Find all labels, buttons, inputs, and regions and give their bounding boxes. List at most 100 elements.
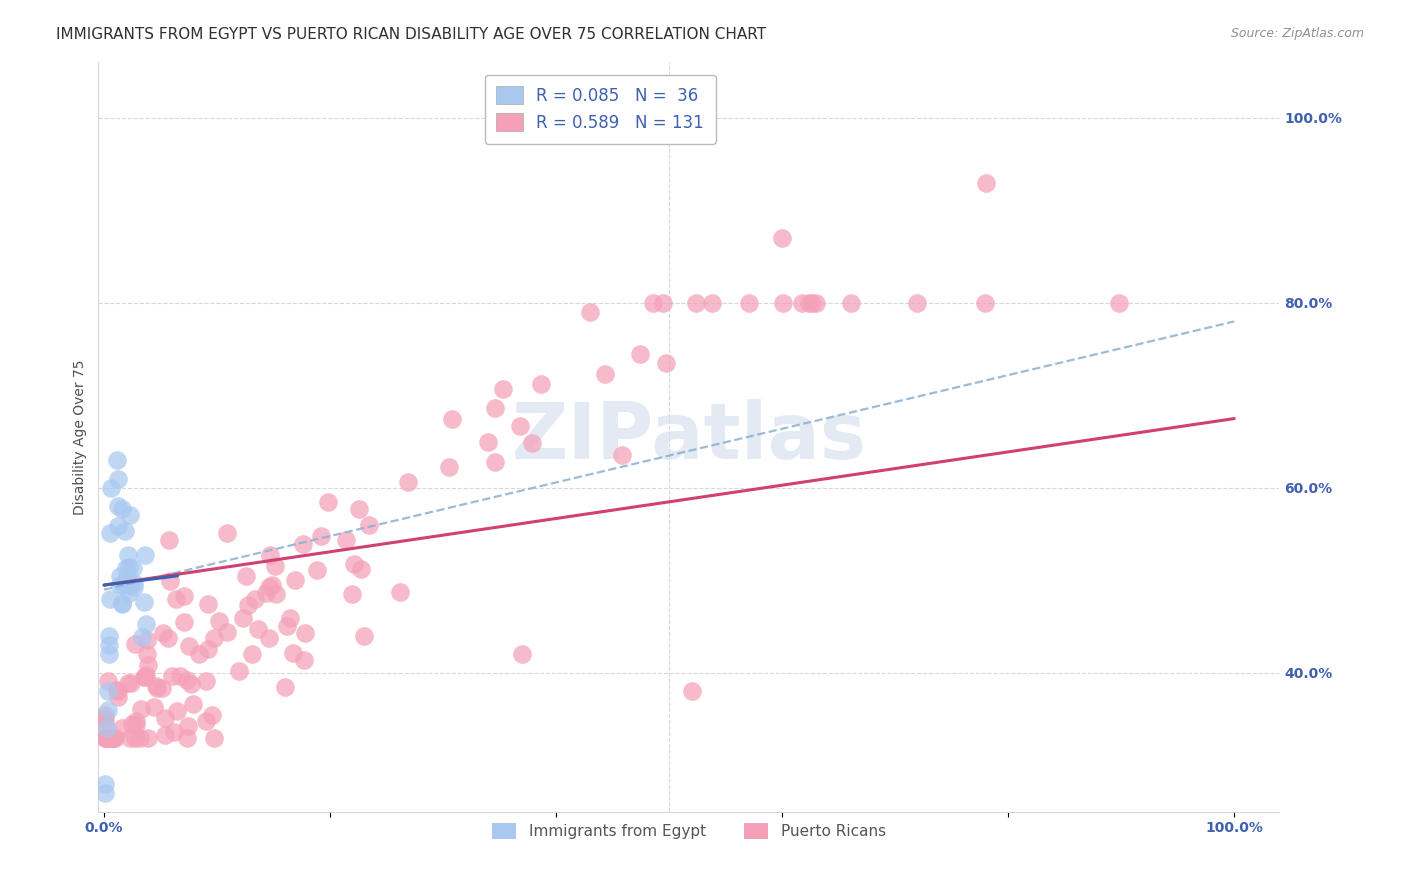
Point [905, 296, 928, 310]
Point [654, 356, 676, 370]
Point [97, 731, 120, 745]
Point [96, 722, 118, 736]
Point [136, 633, 159, 648]
Point [240, 647, 263, 661]
Point [98, 526, 121, 541]
Point [103, 731, 125, 745]
Point [124, 718, 146, 732]
Point [107, 472, 129, 486]
Point [974, 176, 997, 190]
Point [135, 647, 157, 661]
Point [98, 629, 121, 643]
Point [396, 475, 419, 489]
Point [169, 669, 191, 683]
Point [132, 594, 155, 608]
Point [262, 578, 284, 592]
Point [155, 710, 177, 724]
Point [437, 459, 460, 474]
Point [107, 519, 129, 533]
Point [801, 296, 824, 310]
Point [129, 731, 152, 745]
Point [292, 653, 315, 667]
Point [135, 616, 157, 631]
Text: Source: ZipAtlas.com: Source: ZipAtlas.com [1230, 27, 1364, 40]
Point [177, 639, 200, 653]
Point [309, 529, 332, 543]
Point [180, 677, 202, 691]
Point [257, 580, 280, 594]
Point [122, 580, 145, 594]
Point [973, 296, 995, 310]
Point [94, 718, 117, 732]
Point [153, 728, 176, 742]
Point [125, 714, 148, 728]
Point [342, 587, 364, 601]
Point [118, 560, 141, 574]
Point [107, 500, 129, 514]
Point [173, 589, 195, 603]
Point [278, 611, 301, 625]
Point [700, 296, 723, 310]
Point [522, 435, 544, 450]
Point [259, 549, 281, 563]
Point [98, 592, 121, 607]
Point [96, 731, 118, 745]
Point [353, 629, 375, 643]
Point [246, 622, 269, 636]
Point [145, 681, 167, 696]
Point [284, 573, 307, 587]
Point [121, 716, 143, 731]
Point [195, 714, 218, 728]
Point [235, 569, 257, 583]
Point [681, 684, 703, 698]
Point [316, 494, 339, 508]
Point [200, 708, 222, 723]
Point [197, 642, 219, 657]
Point [134, 548, 156, 562]
Point [117, 570, 139, 584]
Point [104, 731, 127, 745]
Point [97, 703, 120, 717]
Point [202, 731, 225, 745]
Y-axis label: Disability Age Over 75: Disability Age Over 75 [73, 359, 87, 515]
Point [228, 664, 250, 678]
Point [100, 731, 122, 745]
Point [307, 563, 329, 577]
Point [114, 524, 136, 538]
Point [121, 561, 143, 575]
Point [357, 517, 380, 532]
Point [440, 411, 463, 425]
Point [97, 731, 120, 745]
Point [136, 658, 159, 673]
Point [477, 434, 499, 449]
Point [176, 719, 198, 733]
Point [98, 731, 121, 745]
Point [111, 597, 134, 611]
Point [108, 569, 131, 583]
Point [790, 296, 813, 310]
Point [264, 587, 287, 601]
Point [111, 721, 134, 735]
Point [294, 626, 316, 640]
Point [166, 705, 188, 719]
Point [156, 631, 179, 645]
Point [738, 296, 761, 310]
Point [118, 508, 141, 522]
Point [157, 533, 180, 547]
Point [115, 561, 138, 575]
Point [188, 647, 211, 661]
Point [120, 676, 142, 690]
Point [335, 533, 357, 548]
Point [159, 574, 181, 589]
Point [243, 591, 266, 606]
Point [181, 697, 204, 711]
Point [204, 632, 226, 646]
Point [484, 455, 506, 469]
Point [107, 684, 129, 698]
Point [530, 376, 553, 391]
Point [254, 585, 277, 599]
Point [136, 731, 159, 745]
Point [118, 586, 141, 600]
Point [111, 596, 134, 610]
Point [276, 618, 298, 632]
